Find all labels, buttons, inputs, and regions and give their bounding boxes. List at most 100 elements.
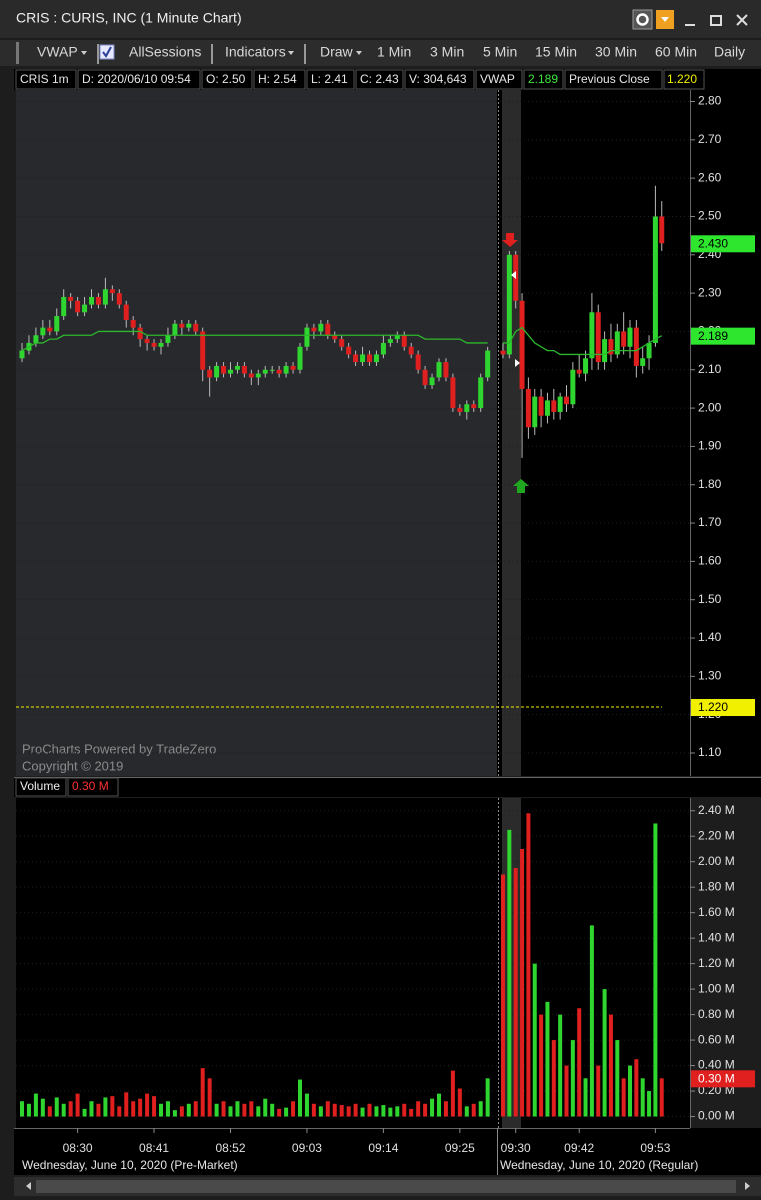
sessions-checkbox[interactable]	[99, 44, 115, 60]
volume-bar	[82, 1108, 87, 1117]
candle-body	[61, 296, 67, 317]
candle-body	[234, 365, 240, 370]
candle-body	[339, 339, 345, 347]
volume-bar	[152, 1096, 157, 1117]
info-prev-close: 1.220	[667, 72, 697, 86]
indicators-dropdown[interactable]: Indicators	[225, 44, 286, 60]
candle-body	[519, 300, 525, 389]
volume-bar	[228, 1106, 233, 1117]
interval-button[interactable]: 5 Min	[483, 44, 517, 60]
volume-bar	[478, 1101, 483, 1117]
session-label: Wednesday, June 10, 2020 (Pre-Market)	[22, 1158, 238, 1172]
volume-bar	[172, 1110, 177, 1117]
time-axis	[14, 1128, 761, 1175]
candle-body	[137, 327, 143, 340]
candle-body	[659, 216, 665, 244]
volume-bar	[20, 1101, 24, 1117]
y-tick-label: 2.00 M	[698, 854, 735, 868]
close-button[interactable]	[736, 14, 748, 26]
volume-bar	[193, 1101, 198, 1117]
interval-button[interactable]: Daily	[714, 44, 745, 60]
price-tag-label: 2.189	[698, 329, 728, 343]
y-tick-label: 1.70	[698, 515, 722, 529]
y-tick-label: 0.80 M	[698, 1007, 735, 1021]
candle-body	[228, 369, 233, 374]
dropdown-arrow	[81, 51, 87, 55]
checkmark	[102, 46, 112, 58]
info-cell	[475, 69, 523, 90]
info-cell	[15, 777, 67, 797]
info-vwap: 2.189	[528, 72, 558, 86]
info-date: D: 2020/06/10 09:54	[82, 72, 191, 86]
volume-bar	[235, 1101, 240, 1117]
x-tick-label: 09:14	[368, 1141, 398, 1155]
volume-bar	[339, 1105, 344, 1117]
info-cell	[663, 69, 705, 90]
volume-bar	[450, 1070, 455, 1117]
volume-bar	[388, 1107, 393, 1117]
scroll-left[interactable]	[26, 1182, 31, 1190]
volume-bar	[615, 1040, 620, 1117]
interval-button[interactable]: 15 Min	[535, 44, 577, 60]
interval-button[interactable]: 1 Min	[377, 44, 411, 60]
candle-body	[325, 323, 331, 336]
maximize-button[interactable]	[710, 15, 722, 26]
candle-body	[589, 312, 595, 359]
candle-body	[464, 404, 470, 412]
candle-body	[304, 327, 310, 347]
volume-bar	[423, 1103, 428, 1117]
candle-body	[262, 369, 268, 374]
exit-pointer	[515, 359, 520, 367]
interval-button[interactable]: 30 Min	[595, 44, 637, 60]
candle-body	[408, 346, 414, 355]
y-tick-label: 2.40 M	[698, 803, 735, 817]
info-close: C: 2.43	[360, 72, 399, 86]
candle-body	[158, 342, 164, 347]
volume-bar	[608, 1014, 613, 1117]
candle-body	[19, 350, 25, 359]
interval-button[interactable]: 60 Min	[655, 44, 697, 60]
volume-header	[14, 777, 761, 797]
candle-body	[387, 339, 393, 343]
volume-bar	[653, 823, 658, 1117]
entry-pointer	[511, 271, 516, 279]
volume-bar	[61, 1103, 66, 1117]
price-tag	[691, 327, 755, 345]
volume-bar	[103, 1097, 108, 1117]
candle-body	[193, 323, 199, 332]
candle-body	[311, 327, 317, 332]
volume-bar	[558, 1014, 563, 1117]
draw-dropdown[interactable]: Draw	[320, 44, 354, 60]
candle-body	[116, 293, 122, 305]
candle-body	[471, 404, 477, 409]
y-tick-label: 0.00 M	[698, 1109, 735, 1123]
volume-bar	[249, 1101, 254, 1117]
allsessions-toggle[interactable]: AllSessions	[129, 44, 201, 60]
info-cell	[15, 69, 77, 90]
y-tick-label: 1.40	[698, 630, 722, 644]
candle-body	[95, 296, 101, 305]
info-cell	[355, 69, 404, 90]
volume-bar	[298, 1079, 302, 1117]
candle-body	[165, 335, 171, 343]
minimize-button[interactable]	[685, 24, 695, 26]
volume-bar	[96, 1103, 101, 1117]
open-highlight	[502, 90, 521, 776]
candle-body	[54, 316, 60, 332]
scroll-right[interactable]	[745, 1182, 750, 1190]
candle-body	[380, 342, 386, 355]
scroll-thumb[interactable]	[36, 1180, 736, 1193]
candle-body	[621, 331, 627, 347]
interval-button[interactable]: 3 Min	[430, 44, 464, 60]
candle-body	[179, 323, 185, 328]
volume-bar	[179, 1106, 184, 1117]
volume-bar	[501, 874, 505, 1117]
info-open: O: 2.50	[206, 72, 246, 86]
settings-button[interactable]	[632, 9, 653, 30]
volume-panel	[16, 798, 690, 1128]
candle-body	[255, 373, 261, 378]
info-vwap-name: VWAP	[480, 72, 515, 86]
candle-body	[576, 369, 582, 374]
vwap-dropdown[interactable]: VWAP	[37, 44, 78, 60]
volume-bar	[443, 1101, 448, 1117]
